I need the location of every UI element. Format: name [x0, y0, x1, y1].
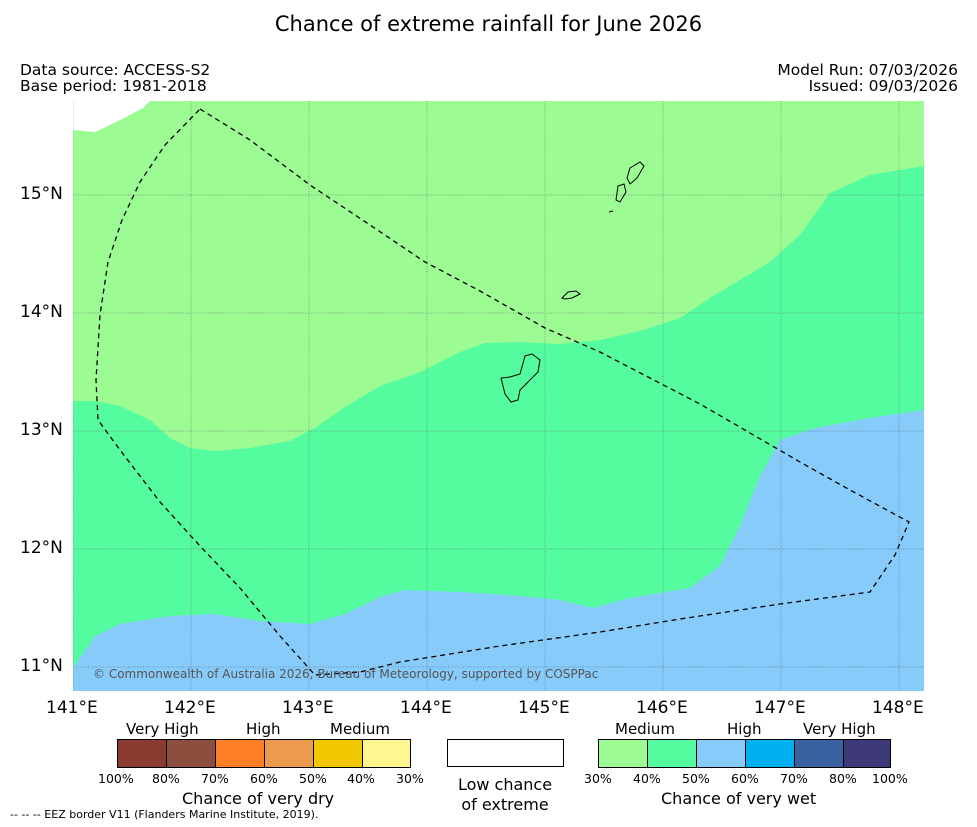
lon-label: 141°E [46, 698, 98, 718]
wet-category-very-high: Very High [803, 720, 876, 738]
lat-label: 13°N [20, 420, 63, 440]
wet-swatch [696, 739, 746, 768]
dry-swatch [362, 739, 411, 768]
wet-swatch [647, 739, 697, 768]
wet-tick: 30% [584, 771, 612, 786]
lon-label: 144°E [400, 698, 452, 718]
low-chance-caption: Low chance of extreme [435, 775, 575, 815]
wet-tick: 70% [780, 771, 808, 786]
wet-swatch [598, 739, 648, 768]
wet-caption: Chance of very wet [661, 789, 817, 808]
guam-island [500, 353, 541, 403]
lat-label: 14°N [20, 302, 63, 322]
lat-label: 15°N [20, 184, 63, 204]
dry-category-medium: Medium [330, 720, 390, 738]
wet-40-50-region [73, 166, 924, 691]
dry-swatch [215, 739, 265, 768]
data-source-label: Data source: ACCESS-S2 [20, 61, 211, 79]
saipan-island [626, 161, 645, 185]
lon-label: 148°E [872, 698, 924, 718]
dry-swatch [313, 739, 363, 768]
wet-swatch [843, 739, 891, 768]
lon-label: 143°E [282, 698, 334, 718]
graticule [73, 101, 924, 691]
dry-category-high: High [246, 720, 281, 738]
islands [500, 161, 645, 403]
wet-tick: 100% [872, 771, 908, 786]
low-chance-line1: Low chance [457, 775, 553, 794]
dry-tick: 50% [299, 771, 327, 786]
wet-50-60-region [73, 410, 924, 691]
lat-label: 11°N [20, 656, 63, 676]
eez-footnote: -- -- -- EEZ border V11 (Flanders Marine… [10, 808, 319, 821]
dry-swatch [264, 739, 314, 768]
wet-swatch [745, 739, 795, 768]
map-title: Chance of extreme rainfall for June 2026 [274, 12, 703, 36]
dry-tick: 70% [201, 771, 229, 786]
base-period-label: Base period: 1981-2018 [20, 77, 207, 95]
low-chance-swatch [447, 739, 564, 767]
model-run-label: Model Run: 07/03/2026 [777, 61, 958, 79]
dry-tick: 40% [347, 771, 375, 786]
wet-tick: 80% [829, 771, 857, 786]
wet-category-high: High [727, 720, 762, 738]
lon-label: 147°E [754, 698, 806, 718]
copyright-notice: © Commonwealth of Australia 2026, Bureau… [93, 667, 599, 681]
dry-category-very-high: Very High [126, 720, 199, 738]
tinian-island [615, 183, 627, 203]
dry-swatch [166, 739, 216, 768]
dry-tick: 60% [250, 771, 278, 786]
dry-caption: Chance of very dry [182, 789, 335, 808]
dry-tick: 30% [396, 771, 424, 786]
lat-label: 12°N [20, 538, 63, 558]
aguijan-island [608, 210, 614, 213]
wet-category-medium: Medium [615, 720, 675, 738]
dry-swatch [117, 739, 167, 768]
issued-label: Issued: 09/03/2026 [808, 77, 958, 95]
lon-label: 146°E [636, 698, 688, 718]
lon-label: 145°E [518, 698, 570, 718]
wet-tick: 60% [731, 771, 759, 786]
dry-tick: 80% [152, 771, 180, 786]
rota-island [561, 290, 581, 300]
wet-swatch [794, 739, 844, 768]
wet-tick: 40% [633, 771, 661, 786]
dry-tick: 100% [98, 771, 134, 786]
lon-label: 142°E [164, 698, 216, 718]
eez-border [95, 108, 910, 676]
low-chance-line2: of extreme [461, 795, 549, 814]
wet-tick: 50% [682, 771, 710, 786]
